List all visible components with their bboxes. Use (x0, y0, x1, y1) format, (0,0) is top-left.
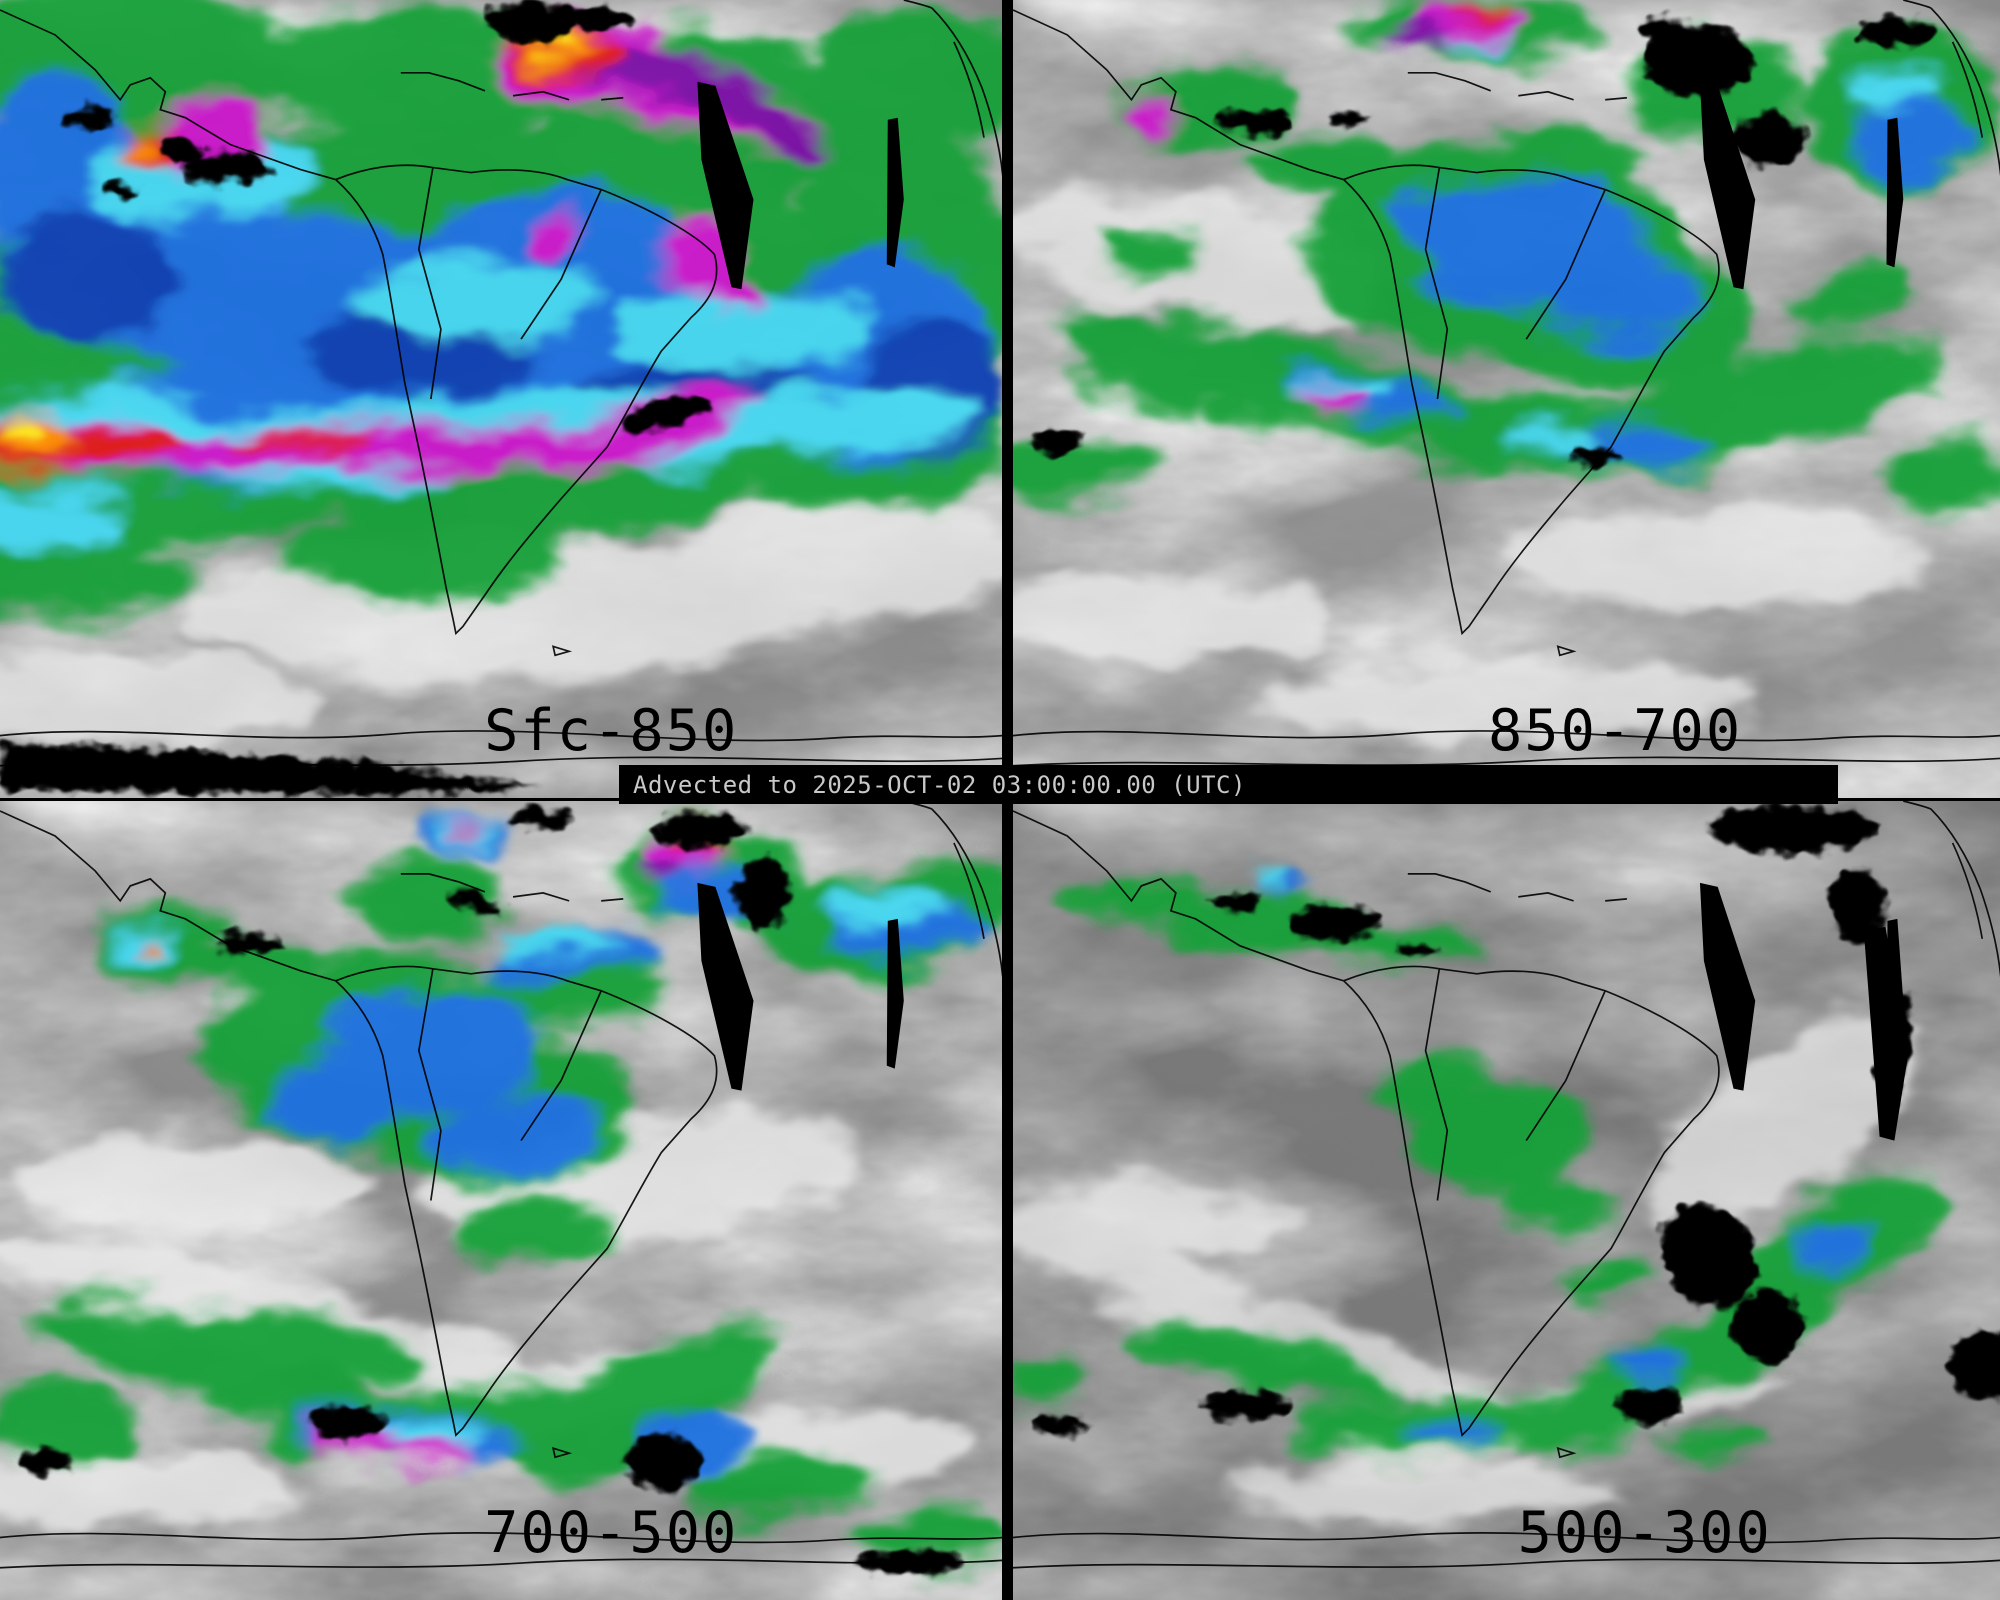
timestamp-text: Advected to 2025-OCT-02 03:00:00.00 (UTC… (633, 770, 1246, 799)
satellite-imagery-sfc-850 (0, 0, 1002, 798)
panel-label-sfc-850: Sfc-850 (484, 698, 739, 764)
moisture-blobs (1013, 869, 1930, 1460)
panel-sfc-850: Sfc-850 (0, 0, 1002, 798)
black-data-voids (19, 808, 965, 1575)
panel-label-850-700: 850-700 (1487, 698, 1743, 764)
satellite-imagery-850-700 (1013, 0, 2000, 798)
panel-500-300: 500-300 (1013, 801, 2000, 1600)
satellite-imagery-700-500 (0, 801, 1002, 1600)
timestamp-banner: Advected to 2025-OCT-02 03:00:00.00 (UTC… (619, 765, 1838, 804)
satellite-imagery-500-300 (1013, 801, 2000, 1600)
panel-label-700-500: 700-500 (484, 1500, 739, 1566)
moisture-blobs (1013, 0, 2000, 515)
white-filaments (0, 9, 1002, 749)
black-data-voids (1031, 17, 1934, 466)
panel-label-500-300: 500-300 (1517, 1500, 1772, 1566)
black-data-voids (0, 1, 711, 796)
scan-gap-wedge (1863, 926, 1908, 1141)
panel-700-500: 700-500 (0, 801, 1002, 1600)
panel-850-700: 850-700 (1013, 0, 2000, 798)
